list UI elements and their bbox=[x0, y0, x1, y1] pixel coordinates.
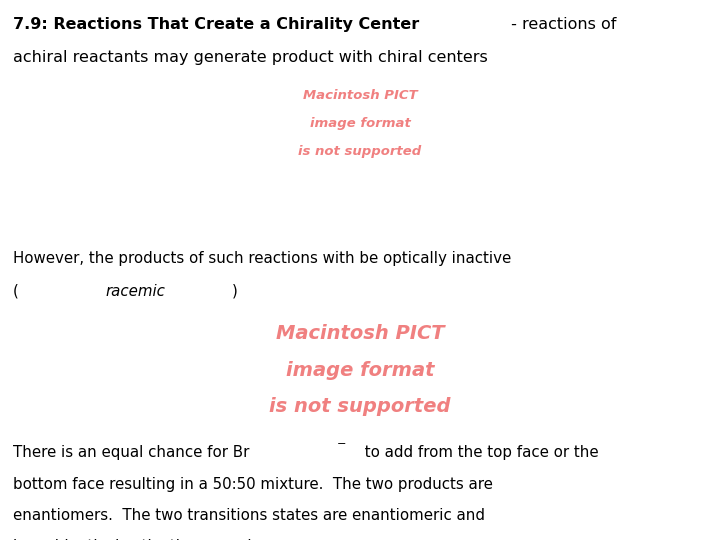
Text: is not supported: is not supported bbox=[298, 145, 422, 158]
Text: enantiomers.  The two transitions states are enantiomeric and: enantiomers. The two transitions states … bbox=[13, 508, 485, 523]
Text: have identical activation energies: have identical activation energies bbox=[13, 539, 269, 540]
Text: to add from the top face or the: to add from the top face or the bbox=[360, 446, 599, 461]
Text: Macintosh PICT: Macintosh PICT bbox=[302, 89, 418, 102]
Text: There is an equal chance for Br: There is an equal chance for Br bbox=[13, 446, 249, 461]
Text: is not supported: is not supported bbox=[269, 397, 451, 416]
Text: bottom face resulting in a 50:50 mixture.  The two products are: bottom face resulting in a 50:50 mixture… bbox=[13, 477, 492, 492]
Text: However, the products of such reactions with be optically inactive: However, the products of such reactions … bbox=[13, 251, 511, 266]
Text: Macintosh PICT: Macintosh PICT bbox=[276, 324, 444, 343]
Text: achiral reactants may generate product with chiral centers: achiral reactants may generate product w… bbox=[13, 50, 487, 65]
Text: image format: image format bbox=[310, 117, 410, 130]
Text: 7.9: Reactions That Create a Chirality Center: 7.9: Reactions That Create a Chirality C… bbox=[13, 17, 419, 32]
Text: - reactions of: - reactions of bbox=[506, 17, 616, 32]
Text: image format: image format bbox=[286, 361, 434, 380]
Text: racemic: racemic bbox=[106, 284, 166, 299]
Text: 177: 177 bbox=[675, 539, 698, 540]
Text: −: − bbox=[336, 439, 346, 449]
Text: ): ) bbox=[232, 284, 238, 299]
Text: (: ( bbox=[13, 284, 19, 299]
